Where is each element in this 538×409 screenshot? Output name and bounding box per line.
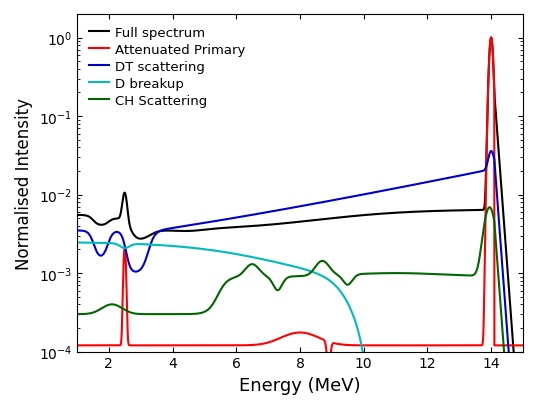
Legend: Full spectrum, Attenuated Primary, DT scattering, D breakup, CH Scattering: Full spectrum, Attenuated Primary, DT sc… xyxy=(83,22,251,113)
CH Scattering xyxy=(428,272,435,277)
Attenuated Primary xyxy=(74,343,80,348)
Full spectrum xyxy=(428,209,435,214)
D breakup xyxy=(74,240,80,245)
CH Scattering xyxy=(74,312,80,317)
Attenuated Primary xyxy=(357,343,364,348)
Line: Attenuated Primary: Attenuated Primary xyxy=(77,38,523,382)
DT scattering xyxy=(235,215,242,220)
Full spectrum xyxy=(235,225,242,230)
Attenuated Primary xyxy=(325,380,332,385)
D breakup xyxy=(357,337,364,342)
Attenuated Primary xyxy=(235,343,242,348)
X-axis label: Energy (MeV): Energy (MeV) xyxy=(239,376,361,394)
DT scattering xyxy=(338,197,344,202)
CH Scattering xyxy=(96,308,103,312)
Full spectrum xyxy=(74,213,80,218)
CH Scattering xyxy=(357,272,364,277)
DT scattering xyxy=(96,253,103,258)
Line: D breakup: D breakup xyxy=(77,243,523,409)
Attenuated Primary xyxy=(488,36,494,41)
Attenuated Primary xyxy=(428,343,435,348)
DT scattering xyxy=(428,179,435,184)
CH Scattering xyxy=(338,276,344,281)
CH Scattering xyxy=(405,271,411,276)
Line: CH Scattering: CH Scattering xyxy=(77,208,523,409)
D breakup xyxy=(96,241,103,246)
Line: DT scattering: DT scattering xyxy=(77,152,523,409)
Y-axis label: Normalised Intensity: Normalised Intensity xyxy=(15,98,33,269)
Attenuated Primary xyxy=(520,343,526,348)
Full spectrum xyxy=(357,213,364,218)
CH Scattering xyxy=(486,205,493,210)
Full spectrum xyxy=(488,36,494,41)
Attenuated Primary xyxy=(96,343,103,348)
CH Scattering xyxy=(235,274,242,279)
Full spectrum xyxy=(338,215,344,220)
D breakup xyxy=(338,290,344,294)
DT scattering xyxy=(405,184,411,189)
DT scattering xyxy=(74,228,80,233)
DT scattering xyxy=(357,193,364,198)
Attenuated Primary xyxy=(405,343,411,348)
Line: Full spectrum: Full spectrum xyxy=(77,38,523,409)
Attenuated Primary xyxy=(338,342,344,347)
Full spectrum xyxy=(405,210,411,215)
D breakup xyxy=(235,252,242,257)
Full spectrum xyxy=(96,222,103,227)
DT scattering xyxy=(488,149,494,154)
